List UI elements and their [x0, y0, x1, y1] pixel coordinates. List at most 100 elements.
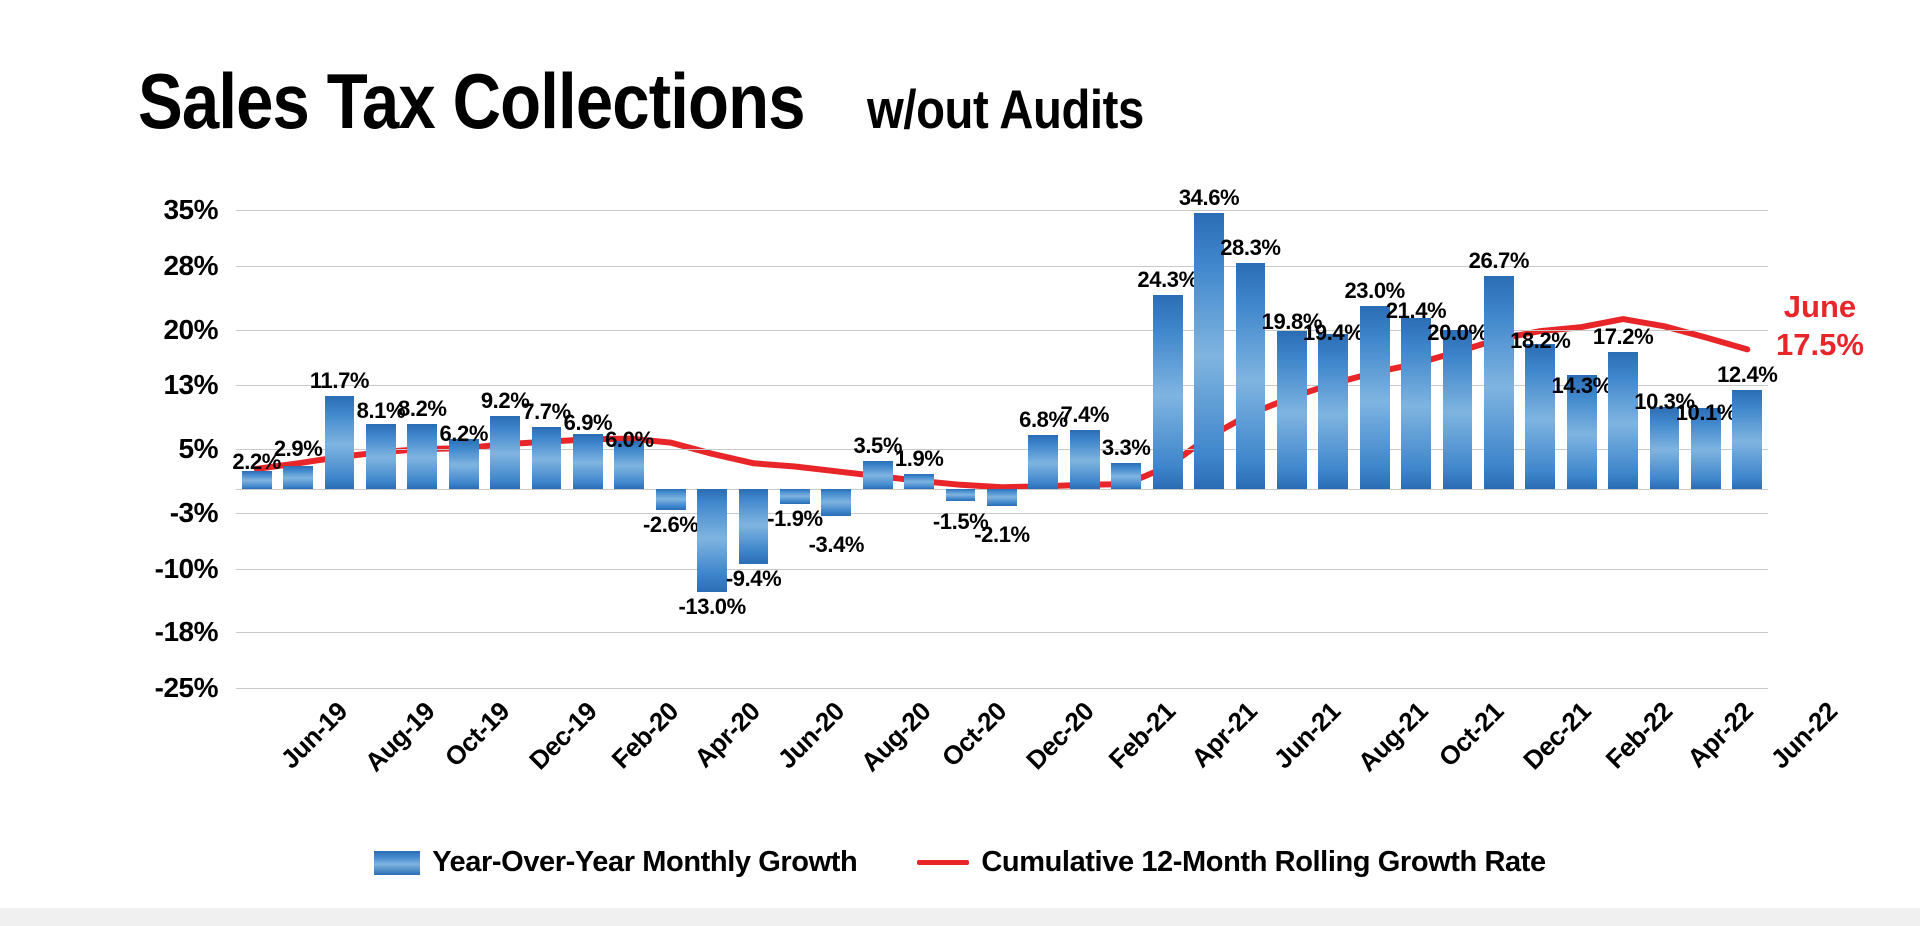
gridline: [236, 688, 1768, 689]
bar-value-label: 18.2%: [1510, 327, 1571, 353]
y-axis-tick-label: -10%: [154, 552, 219, 584]
gridline: [236, 210, 1768, 211]
bar: [1442, 329, 1473, 489]
bar: [780, 488, 810, 504]
bar: [407, 423, 438, 489]
bar-value-label: 17.2%: [1592, 323, 1654, 349]
x-axis-tick-label: Aug-21: [1352, 696, 1434, 778]
bar-value-label: 20.0%: [1427, 319, 1488, 345]
bar: [862, 460, 893, 489]
bar: [324, 395, 355, 489]
bar: [1194, 213, 1224, 489]
gridline: [236, 568, 1768, 570]
bar: [987, 488, 1017, 506]
bar: [1608, 351, 1638, 489]
bar: [655, 488, 686, 510]
bar-value-label: 11.7%: [309, 367, 370, 393]
bar: [1649, 406, 1680, 489]
bar-value-label: 26.7%: [1468, 248, 1530, 274]
y-axis-tick-label: 5%: [178, 433, 219, 464]
y-axis-tick-label: -3%: [169, 496, 219, 528]
y-axis-tick-label: -25%: [154, 672, 219, 703]
bar: [1152, 295, 1183, 489]
y-axis-tick-label: 28%: [163, 249, 218, 281]
x-axis-tick-label: Dec-19: [523, 696, 603, 776]
bar: [1359, 305, 1390, 489]
bar: [1235, 263, 1266, 489]
bar-value-label: 9.2%: [480, 387, 530, 413]
bar: [614, 441, 645, 489]
x-axis-tick-label: Apr-20: [687, 696, 766, 774]
bar: [1566, 374, 1597, 489]
bar-value-label: 6.2%: [439, 421, 488, 447]
y-axis: 35% 28% 20% 13% 5% -3% -10% -18% -25%: [0, 194, 236, 703]
bar: [1069, 429, 1100, 489]
x-axis-tick-label: Dec-20: [1020, 696, 1100, 776]
bar-value-label: 21.4%: [1385, 298, 1447, 324]
bar: [531, 427, 562, 489]
x-axis-tick-label: Jun-20: [771, 696, 850, 775]
x-axis-tick-label: Oct-21: [1432, 696, 1510, 773]
annotation-month: June: [1783, 289, 1857, 324]
x-axis: Jun-19 Aug-19 Oct-19 Dec-19 Feb-20 Apr-20 Jun-…: [236, 690, 1843, 820]
bar: [738, 488, 769, 564]
bar-value-label: 1.9%: [894, 445, 944, 471]
gridline: [236, 265, 1768, 267]
bar: [697, 488, 728, 593]
bar-value-label: 6.8%: [1019, 406, 1068, 432]
bar: [573, 433, 603, 489]
bar-value-label: 24.3%: [1137, 267, 1198, 293]
bar: [366, 424, 396, 489]
bar-value-label: 28.3%: [1220, 235, 1281, 261]
bar: [283, 465, 313, 489]
chart-legend: Year-Over-Year Monthly Growth Cumulative…: [0, 846, 1920, 879]
x-axis-tick-label: Feb-20: [605, 696, 684, 775]
bar: [904, 473, 935, 489]
x-axis-tick-label: Jun-19: [274, 696, 353, 775]
x-axis-tick-label: Jun-21: [1268, 696, 1347, 775]
bar-value-label: 10.1%: [1675, 400, 1737, 426]
page-title-sub: w/out Audits: [867, 78, 1145, 140]
bar: [490, 415, 521, 489]
bar-value-label: 2.9%: [273, 435, 323, 461]
bar: [1028, 434, 1059, 489]
x-axis-tick-label: Dec-21: [1516, 696, 1597, 776]
bar-value-label: -9.4%: [725, 565, 782, 591]
y-axis-tick-label: -18%: [154, 616, 219, 648]
bar: [1690, 408, 1721, 489]
bar-value-label: 6.0%: [605, 427, 654, 453]
bar-value-label: 14.3%: [1551, 372, 1612, 398]
bar: [1732, 390, 1763, 489]
x-axis-tick-label: Jun-22: [1764, 696, 1844, 775]
bar-value-label: 19.8%: [1261, 309, 1323, 335]
annotation-value: 17.5%: [1776, 326, 1864, 362]
page-title: Sales Tax Collections w/out Audits: [138, 62, 1189, 140]
gridline: [236, 329, 1768, 331]
bar-value-label: 12.4%: [1717, 362, 1778, 388]
gridline: [236, 449, 1768, 450]
bar-value-label: 23.0%: [1344, 277, 1405, 303]
bar: [448, 439, 479, 489]
legend-label-line: Cumulative 12-Month Rolling Growth Rate: [981, 846, 1546, 878]
gridline: [236, 385, 1768, 387]
bar-value-label: 10.3%: [1634, 388, 1695, 414]
bar-value-label: -2.6%: [643, 511, 699, 537]
june-annotation: June 17.5%: [1776, 288, 1864, 364]
bar-value-label: 7.4%: [1060, 401, 1110, 427]
x-axis-tick-label: Feb-21: [1102, 696, 1181, 775]
bar-value-label: 2.2%: [232, 449, 281, 475]
bar: [821, 488, 852, 516]
bar-swatch-icon: [374, 850, 421, 875]
legend-item-line: Cumulative 12-Month Rolling Growth Rate: [917, 846, 1546, 879]
bar: [1318, 334, 1349, 489]
x-axis-tick-label: Aug-20: [855, 696, 937, 778]
x-axis-tick-label: Feb-22: [1599, 696, 1678, 775]
x-axis-tick-label: Apr-21: [1184, 696, 1263, 774]
bottom-bar: [0, 908, 1920, 926]
legend-item-bars: Year-Over-Year Monthly Growth: [374, 846, 858, 879]
bar-value-label: -3.4%: [808, 531, 865, 557]
gridline: [236, 632, 1768, 634]
bar-value-label: -2.1%: [974, 521, 1030, 547]
y-axis-tick-label: 20%: [163, 313, 218, 345]
